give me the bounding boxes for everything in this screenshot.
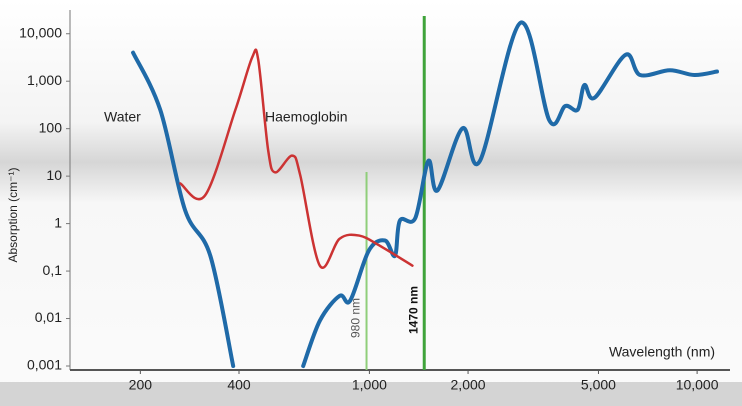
y-tick-label: 100: [39, 119, 63, 135]
y-tick-label: 0,001: [27, 357, 62, 373]
y-tick-label: 1: [54, 214, 62, 230]
reference-label: 980 nm: [349, 298, 363, 338]
x-axis-label: Wavelength (nm): [609, 344, 715, 360]
series-line: [131, 20, 719, 368]
y-tick-label: 0,01: [35, 309, 62, 325]
x-tick-label: 200: [129, 377, 153, 393]
series-line: [179, 48, 414, 270]
y-tick-label: 1,000: [27, 72, 62, 88]
footer-band: [0, 382, 742, 406]
x-tick-label: 5,000: [581, 377, 616, 393]
legend-label: Haemoglobin: [265, 109, 348, 125]
x-tick-label: 400: [227, 377, 251, 393]
x-tick-label: 10,000: [676, 377, 719, 393]
reference-label: 1470 nm: [406, 286, 420, 334]
x-tick-label: 1,000: [352, 377, 387, 393]
y-axis-label: Absorption (cm⁻¹): [6, 167, 20, 262]
legend-label: Water: [104, 109, 141, 125]
y-tick-label: 0,1: [43, 262, 63, 278]
y-tick-label: 10,000: [19, 24, 62, 40]
y-tick-label: 10: [46, 167, 62, 183]
x-tick-label: 2,000: [451, 377, 486, 393]
